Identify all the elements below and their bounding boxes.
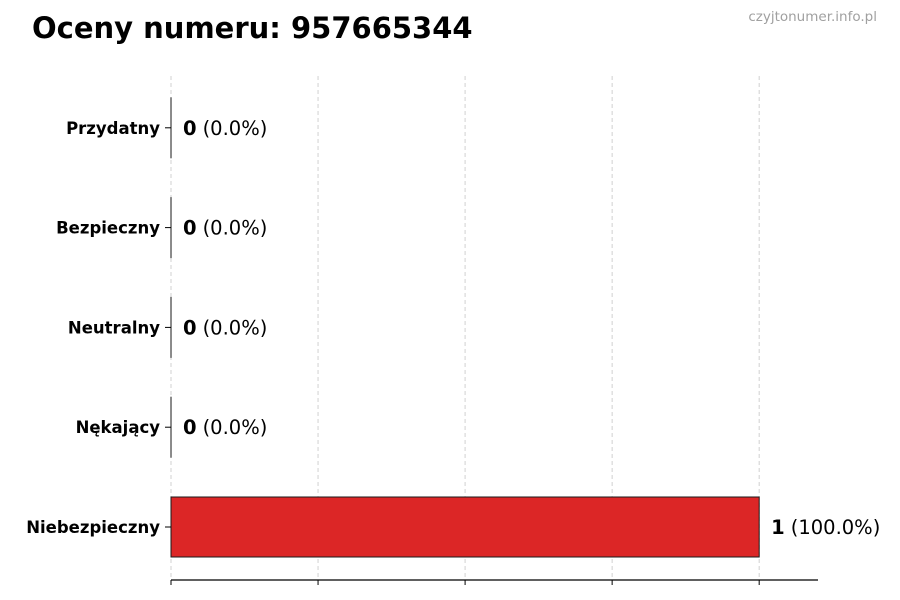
data-label: 1 (100.0%) — [771, 516, 880, 539]
data-label: 0 (0.0%) — [183, 217, 267, 240]
data-label-percent: (0.0%) — [203, 416, 268, 439]
data-label-value: 0 — [183, 416, 197, 439]
data-label: 0 (0.0%) — [183, 117, 267, 140]
data-label-value: 1 — [771, 516, 785, 539]
data-label-value: 0 — [183, 217, 197, 240]
y-tick-label: Niebezpieczny — [26, 518, 160, 537]
data-label: 0 (0.0%) — [183, 316, 267, 339]
y-tick-label: Neutralny — [68, 318, 160, 337]
y-tick-label: Przydatny — [66, 119, 160, 138]
chart-title: Oceny numeru: 957665344 — [32, 11, 473, 45]
y-tick-label: Nękający — [76, 418, 161, 437]
y-tick-label: Bezpieczny — [56, 219, 160, 238]
data-label-percent: (0.0%) — [203, 316, 268, 339]
data-label-value: 0 — [183, 117, 197, 140]
bar-niebezpieczny — [170, 496, 760, 558]
watermark: czyjtonumer.info.pl — [748, 9, 877, 25]
data-label: 0 (0.0%) — [183, 416, 267, 439]
data-label-percent: (0.0%) — [203, 117, 268, 140]
data-label-percent: (0.0%) — [203, 217, 268, 240]
data-label-percent: (100.0%) — [791, 516, 881, 539]
data-label-value: 0 — [183, 316, 197, 339]
